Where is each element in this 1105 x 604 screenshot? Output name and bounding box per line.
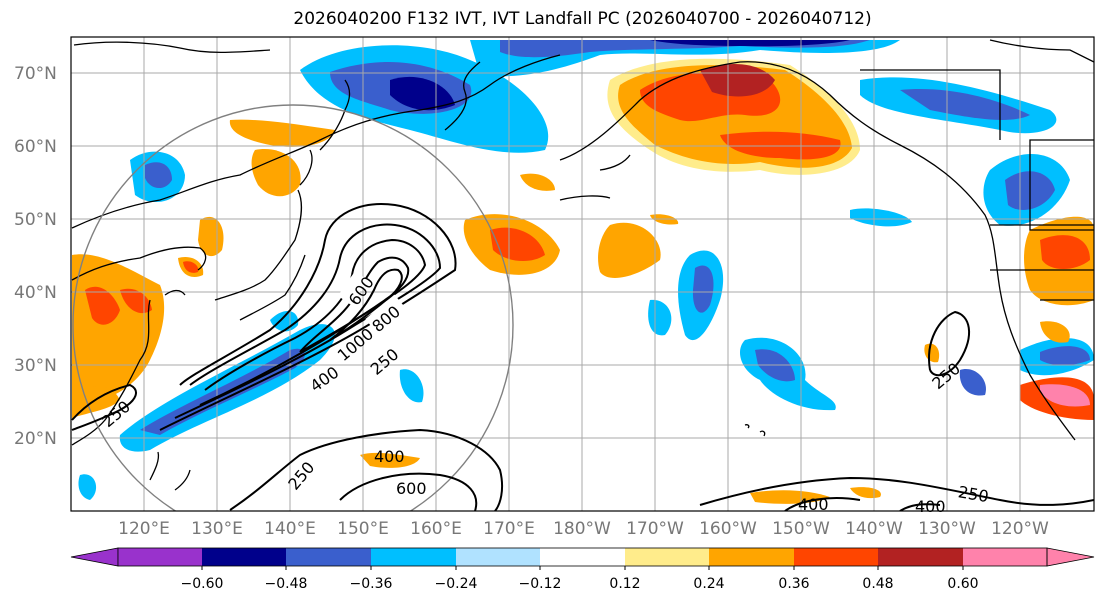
- shade-blob: [1040, 346, 1090, 366]
- lat-label: 60°N: [14, 137, 57, 157]
- lat-label: 40°N: [14, 283, 57, 303]
- shade-blob: [1040, 384, 1090, 407]
- shading-layer: [72, 40, 1094, 504]
- map-title: 2026040200 F132 IVT, IVT Landfall PC (20…: [293, 9, 872, 29]
- ivt-contours: [71, 203, 1094, 511]
- colorbar-tick: −0.36: [350, 576, 393, 592]
- shade-blob: [692, 265, 714, 313]
- shade-blob: [850, 208, 912, 227]
- colorbar: −0.60 −0.48 −0.36 −0.24 −0.12 0.12 0.24 …: [70, 547, 1095, 592]
- colorbar-tick: 0.60: [947, 576, 978, 592]
- shade-blob: [390, 76, 455, 111]
- range-ring: [72, 104, 514, 511]
- lon-label: 140°W: [845, 519, 903, 539]
- colorbar-tick: −0.60: [181, 576, 224, 592]
- lon-label: 170°E: [483, 519, 535, 539]
- shade-blob: [850, 487, 881, 499]
- lon-label: 130°W: [918, 519, 976, 539]
- lon-label: 140°E: [264, 519, 316, 539]
- shade-blob: [650, 40, 850, 47]
- shade-blob: [900, 89, 1030, 120]
- lon-label: 180°W: [553, 519, 611, 539]
- colorbar-segment: [963, 548, 1047, 566]
- lon-label: 150°W: [772, 519, 830, 539]
- lat-label: 50°N: [14, 210, 57, 230]
- lon-label: 160°E: [410, 519, 462, 539]
- colorbar-extend-low: [70, 547, 119, 567]
- lat-label: 70°N: [14, 64, 57, 84]
- contour-label: 250: [928, 359, 964, 393]
- colorbar-tick: −0.12: [519, 576, 562, 592]
- lon-label: 170°W: [626, 519, 684, 539]
- shade-blob: [1040, 235, 1090, 269]
- shade-blob: [140, 348, 305, 435]
- colorbar-segment: [625, 548, 709, 566]
- contour-label: 250: [367, 345, 403, 379]
- shade-blob: [1040, 321, 1070, 343]
- contour-label: 600: [396, 479, 427, 498]
- shade-blob: [183, 261, 199, 273]
- lon-label: 120°E: [118, 519, 170, 539]
- colorbar-segment: [202, 548, 286, 566]
- shade-blob: [520, 173, 555, 191]
- colorbar-segment: [286, 548, 371, 566]
- colorbar-segment: [456, 548, 540, 566]
- lon-label: 150°E: [337, 519, 389, 539]
- colorbar-segment: [371, 548, 456, 566]
- shade-blob: [648, 299, 672, 336]
- shade-blob: [145, 162, 172, 189]
- contour-label: 400: [374, 447, 405, 466]
- lat-label: 20°N: [14, 429, 57, 449]
- contour-label: 250: [957, 482, 990, 506]
- shade-blob: [399, 369, 424, 403]
- coastlines: [71, 39, 1094, 491]
- colorbar-segment: [709, 548, 794, 566]
- colorbar-extend-high: [1046, 547, 1095, 567]
- colorbar-segment: [878, 548, 963, 566]
- contour-label: 400: [915, 497, 946, 516]
- colorbar-tick: −0.48: [265, 576, 308, 592]
- shade-blob: [959, 369, 986, 396]
- shade-blob: [360, 452, 420, 468]
- colorbar-tick: 0.12: [609, 576, 640, 592]
- shade-blob: [251, 149, 301, 197]
- lon-label: 120°W: [991, 519, 1049, 539]
- colorbar-tick: −0.24: [435, 576, 478, 592]
- lon-label: 160°W: [699, 519, 757, 539]
- colorbar-tick: 0.48: [862, 576, 893, 592]
- shade-blob: [85, 286, 120, 325]
- shade-blob: [700, 64, 775, 97]
- map-frame: [70, 36, 1095, 512]
- longitude-labels: 120°E 130°E 140°E 150°E 160°E 170°E 180°…: [118, 519, 1049, 539]
- shade-blob: [270, 310, 299, 332]
- colorbar-segment: [118, 548, 202, 566]
- colorbar-segment: [794, 548, 878, 566]
- shade-blob: [78, 474, 97, 500]
- contour-label: 400: [306, 363, 342, 396]
- shade-blob: [229, 119, 335, 147]
- contour-label: 400: [798, 495, 829, 514]
- colorbar-tick: 0.36: [778, 576, 809, 592]
- shade-blob: [598, 222, 661, 279]
- colorbar-tick: 0.24: [693, 576, 724, 592]
- shade-blob: [924, 343, 940, 363]
- lon-label: 130°E: [191, 519, 243, 539]
- lat-label: 30°N: [14, 356, 57, 376]
- latitude-labels: 70°N 60°N 50°N 40°N 30°N 20°N: [14, 64, 57, 449]
- colorbar-segment: [540, 548, 625, 566]
- shade-blob: [490, 227, 545, 262]
